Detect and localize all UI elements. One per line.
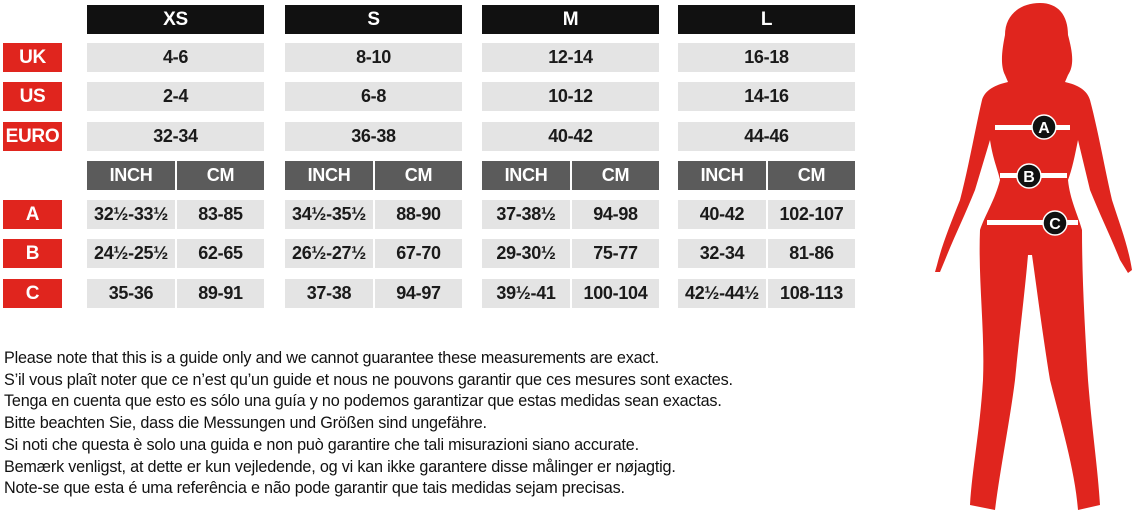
size-value: 14-16 [678, 82, 855, 111]
size-value: 44-46 [678, 122, 855, 151]
measure-cm: 62-65 [177, 239, 264, 268]
measure-inch: 42½-44½ [678, 279, 766, 308]
size-value: 32-34 [87, 122, 264, 151]
note-it: Si noti che questa è solo una guida e no… [4, 435, 639, 454]
size-value: 6-8 [285, 82, 462, 111]
marker-a: A [995, 114, 1070, 140]
measure-label: C [3, 279, 62, 308]
measure-cm: 83-85 [177, 200, 264, 229]
measure-cm: 108-113 [768, 279, 855, 308]
unit-header-inch: INCH [87, 161, 175, 190]
row-label: EURO [3, 122, 62, 151]
size-value: 40-42 [482, 122, 659, 151]
size-value: 2-4 [87, 82, 264, 111]
measure-cm: 94-98 [572, 200, 659, 229]
size-header: XS [87, 5, 264, 34]
measure-label: B [3, 239, 62, 268]
unit-header-cm: CM [768, 161, 855, 190]
note-es: Tenga en cuenta que esto es sólo una guí… [4, 392, 722, 411]
measure-cm: 89-91 [177, 279, 264, 308]
measure-inch: 32-34 [678, 239, 766, 268]
row-label: UK [3, 43, 62, 72]
size-value: 16-18 [678, 43, 855, 72]
size-header: L [678, 5, 855, 34]
measure-cm: 88-90 [375, 200, 462, 229]
measure-inch: 35-36 [87, 279, 175, 308]
measure-inch: 32½-33½ [87, 200, 175, 229]
unit-header-cm: CM [572, 161, 659, 190]
marker-c-label: C [1049, 216, 1061, 233]
note-da: Bemærk venligst, at dette er kun vejlede… [4, 457, 676, 476]
unit-header-inch: INCH [285, 161, 373, 190]
size-header: M [482, 5, 659, 34]
measure-inch: 37-38½ [482, 200, 570, 229]
marker-b: B [1000, 163, 1067, 189]
disclaimer-notes: Please note that this is a guide only an… [4, 348, 733, 500]
measure-inch: 37-38 [285, 279, 373, 308]
size-value: 4-6 [87, 43, 264, 72]
unit-header-inch: INCH [678, 161, 766, 190]
measure-inch: 26½-27½ [285, 239, 373, 268]
measure-inch: 40-42 [678, 200, 766, 229]
measure-cm: 100-104 [572, 279, 659, 308]
size-header: S [285, 5, 462, 34]
measure-inch: 29-30½ [482, 239, 570, 268]
size-value: 8-10 [285, 43, 462, 72]
note-fr: S’il vous plaît noter que ce n’est qu’un… [4, 370, 733, 389]
unit-header-inch: INCH [482, 161, 570, 190]
row-label: US [3, 82, 62, 111]
unit-header-cm: CM [375, 161, 462, 190]
marker-c: C [987, 210, 1078, 236]
measure-cm: 81-86 [768, 239, 855, 268]
size-value: 10-12 [482, 82, 659, 111]
measure-cm: 102-107 [768, 200, 855, 229]
measure-inch: 24½-25½ [87, 239, 175, 268]
measure-inch: 39½-41 [482, 279, 570, 308]
measure-cm: 67-70 [375, 239, 462, 268]
measure-cm: 94-97 [375, 279, 462, 308]
size-value: 12-14 [482, 43, 659, 72]
measure-label: A [3, 200, 62, 229]
note-en: Please note that this is a guide only an… [4, 349, 659, 367]
note-pt: Note-se que esta é uma referência e não … [4, 479, 625, 498]
measure-inch: 34½-35½ [285, 200, 373, 229]
note-de: Bitte beachten Sie, dass die Messungen u… [4, 414, 487, 433]
silhouette-body [935, 3, 1132, 510]
measure-cm: 75-77 [572, 239, 659, 268]
size-value: 36-38 [285, 122, 462, 151]
marker-a-label: A [1038, 120, 1050, 137]
unit-header-cm: CM [177, 161, 264, 190]
marker-b-label: B [1023, 169, 1035, 186]
